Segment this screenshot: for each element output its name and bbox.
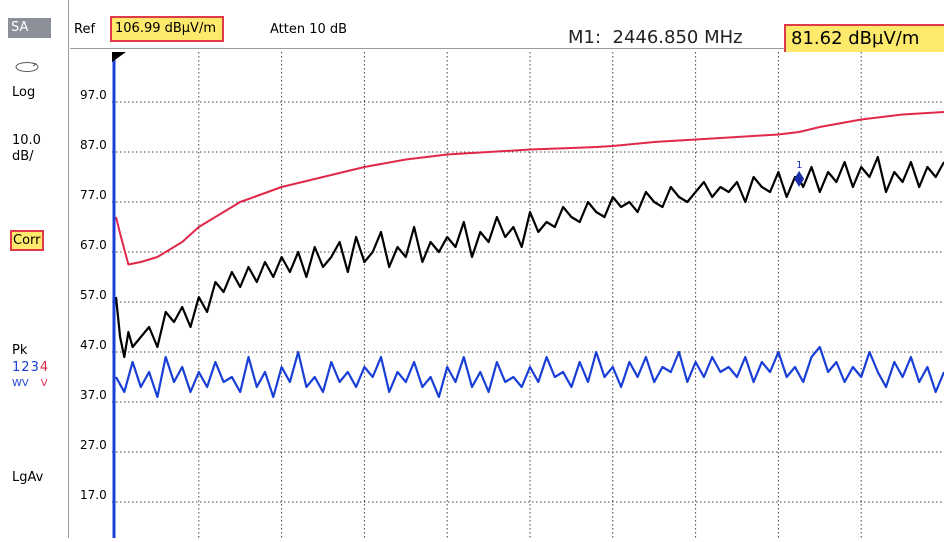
scale-unit-label: dB/ bbox=[12, 149, 34, 164]
trace-number-4: 4 bbox=[39, 360, 50, 375]
average-trace-line bbox=[115, 345, 944, 399]
trace-number-1: 1 bbox=[12, 360, 22, 375]
plot-corner-mark bbox=[112, 52, 126, 62]
y-tick-label: 67.0 bbox=[80, 238, 107, 252]
left-annotation-panel bbox=[0, 0, 69, 538]
y-tick-label: 57.0 bbox=[80, 288, 107, 302]
trace-plot-svg: 1 bbox=[112, 52, 944, 538]
limit-trace-line bbox=[115, 111, 944, 266]
y-tick-label: 87.0 bbox=[80, 138, 107, 152]
trace-number-2: 2 bbox=[21, 360, 31, 375]
y-tick-label: 17.0 bbox=[80, 488, 107, 502]
marker-readout: M1: 2446.850 MHz bbox=[568, 27, 743, 48]
y-tick-label: 97.0 bbox=[80, 88, 107, 102]
marker-frequency: 2446.850 MHz bbox=[612, 27, 743, 48]
attenuation-label: Atten 10 dB bbox=[270, 22, 348, 37]
trace-mode-2: V bbox=[21, 378, 29, 389]
ref-level-label: Ref bbox=[74, 22, 96, 37]
plot-grid bbox=[112, 52, 944, 538]
trace-numbers: 1234 bbox=[12, 360, 49, 375]
marker-1-label: 1 bbox=[796, 160, 802, 171]
ref-level-value[interactable]: 106.99 dBµV/m bbox=[110, 16, 224, 42]
marker-amplitude: 81.62 dBµV/m bbox=[784, 24, 944, 54]
y-tick-label: 47.0 bbox=[80, 338, 107, 352]
trace-plot[interactable]: 1 bbox=[112, 52, 944, 542]
trace-mode-1: W bbox=[12, 378, 22, 389]
rotate-knob-icon bbox=[14, 58, 40, 77]
marker-layer: 1 bbox=[794, 160, 805, 187]
trace-lines bbox=[114, 111, 944, 399]
mode-tab-sa[interactable]: SA bbox=[8, 18, 51, 38]
trace-number-3: 3 bbox=[30, 360, 40, 375]
scale-type-label: Log bbox=[12, 85, 36, 100]
trace-mode-4: V bbox=[40, 378, 48, 389]
correction-indicator: Corr bbox=[10, 230, 44, 251]
marker-1-diamond[interactable] bbox=[794, 170, 805, 187]
y-tick-label: 37.0 bbox=[80, 388, 107, 402]
detector-label: Pk bbox=[12, 343, 28, 358]
y-tick-label: 77.0 bbox=[80, 188, 107, 202]
scale-value-label: 10.0 bbox=[12, 133, 41, 148]
trace-modes: WV V bbox=[12, 378, 48, 389]
peak-trace-line bbox=[114, 155, 944, 359]
y-tick-label: 27.0 bbox=[80, 438, 107, 452]
marker-label: M1: bbox=[568, 27, 602, 48]
averaging-label: LgAv bbox=[12, 470, 44, 485]
